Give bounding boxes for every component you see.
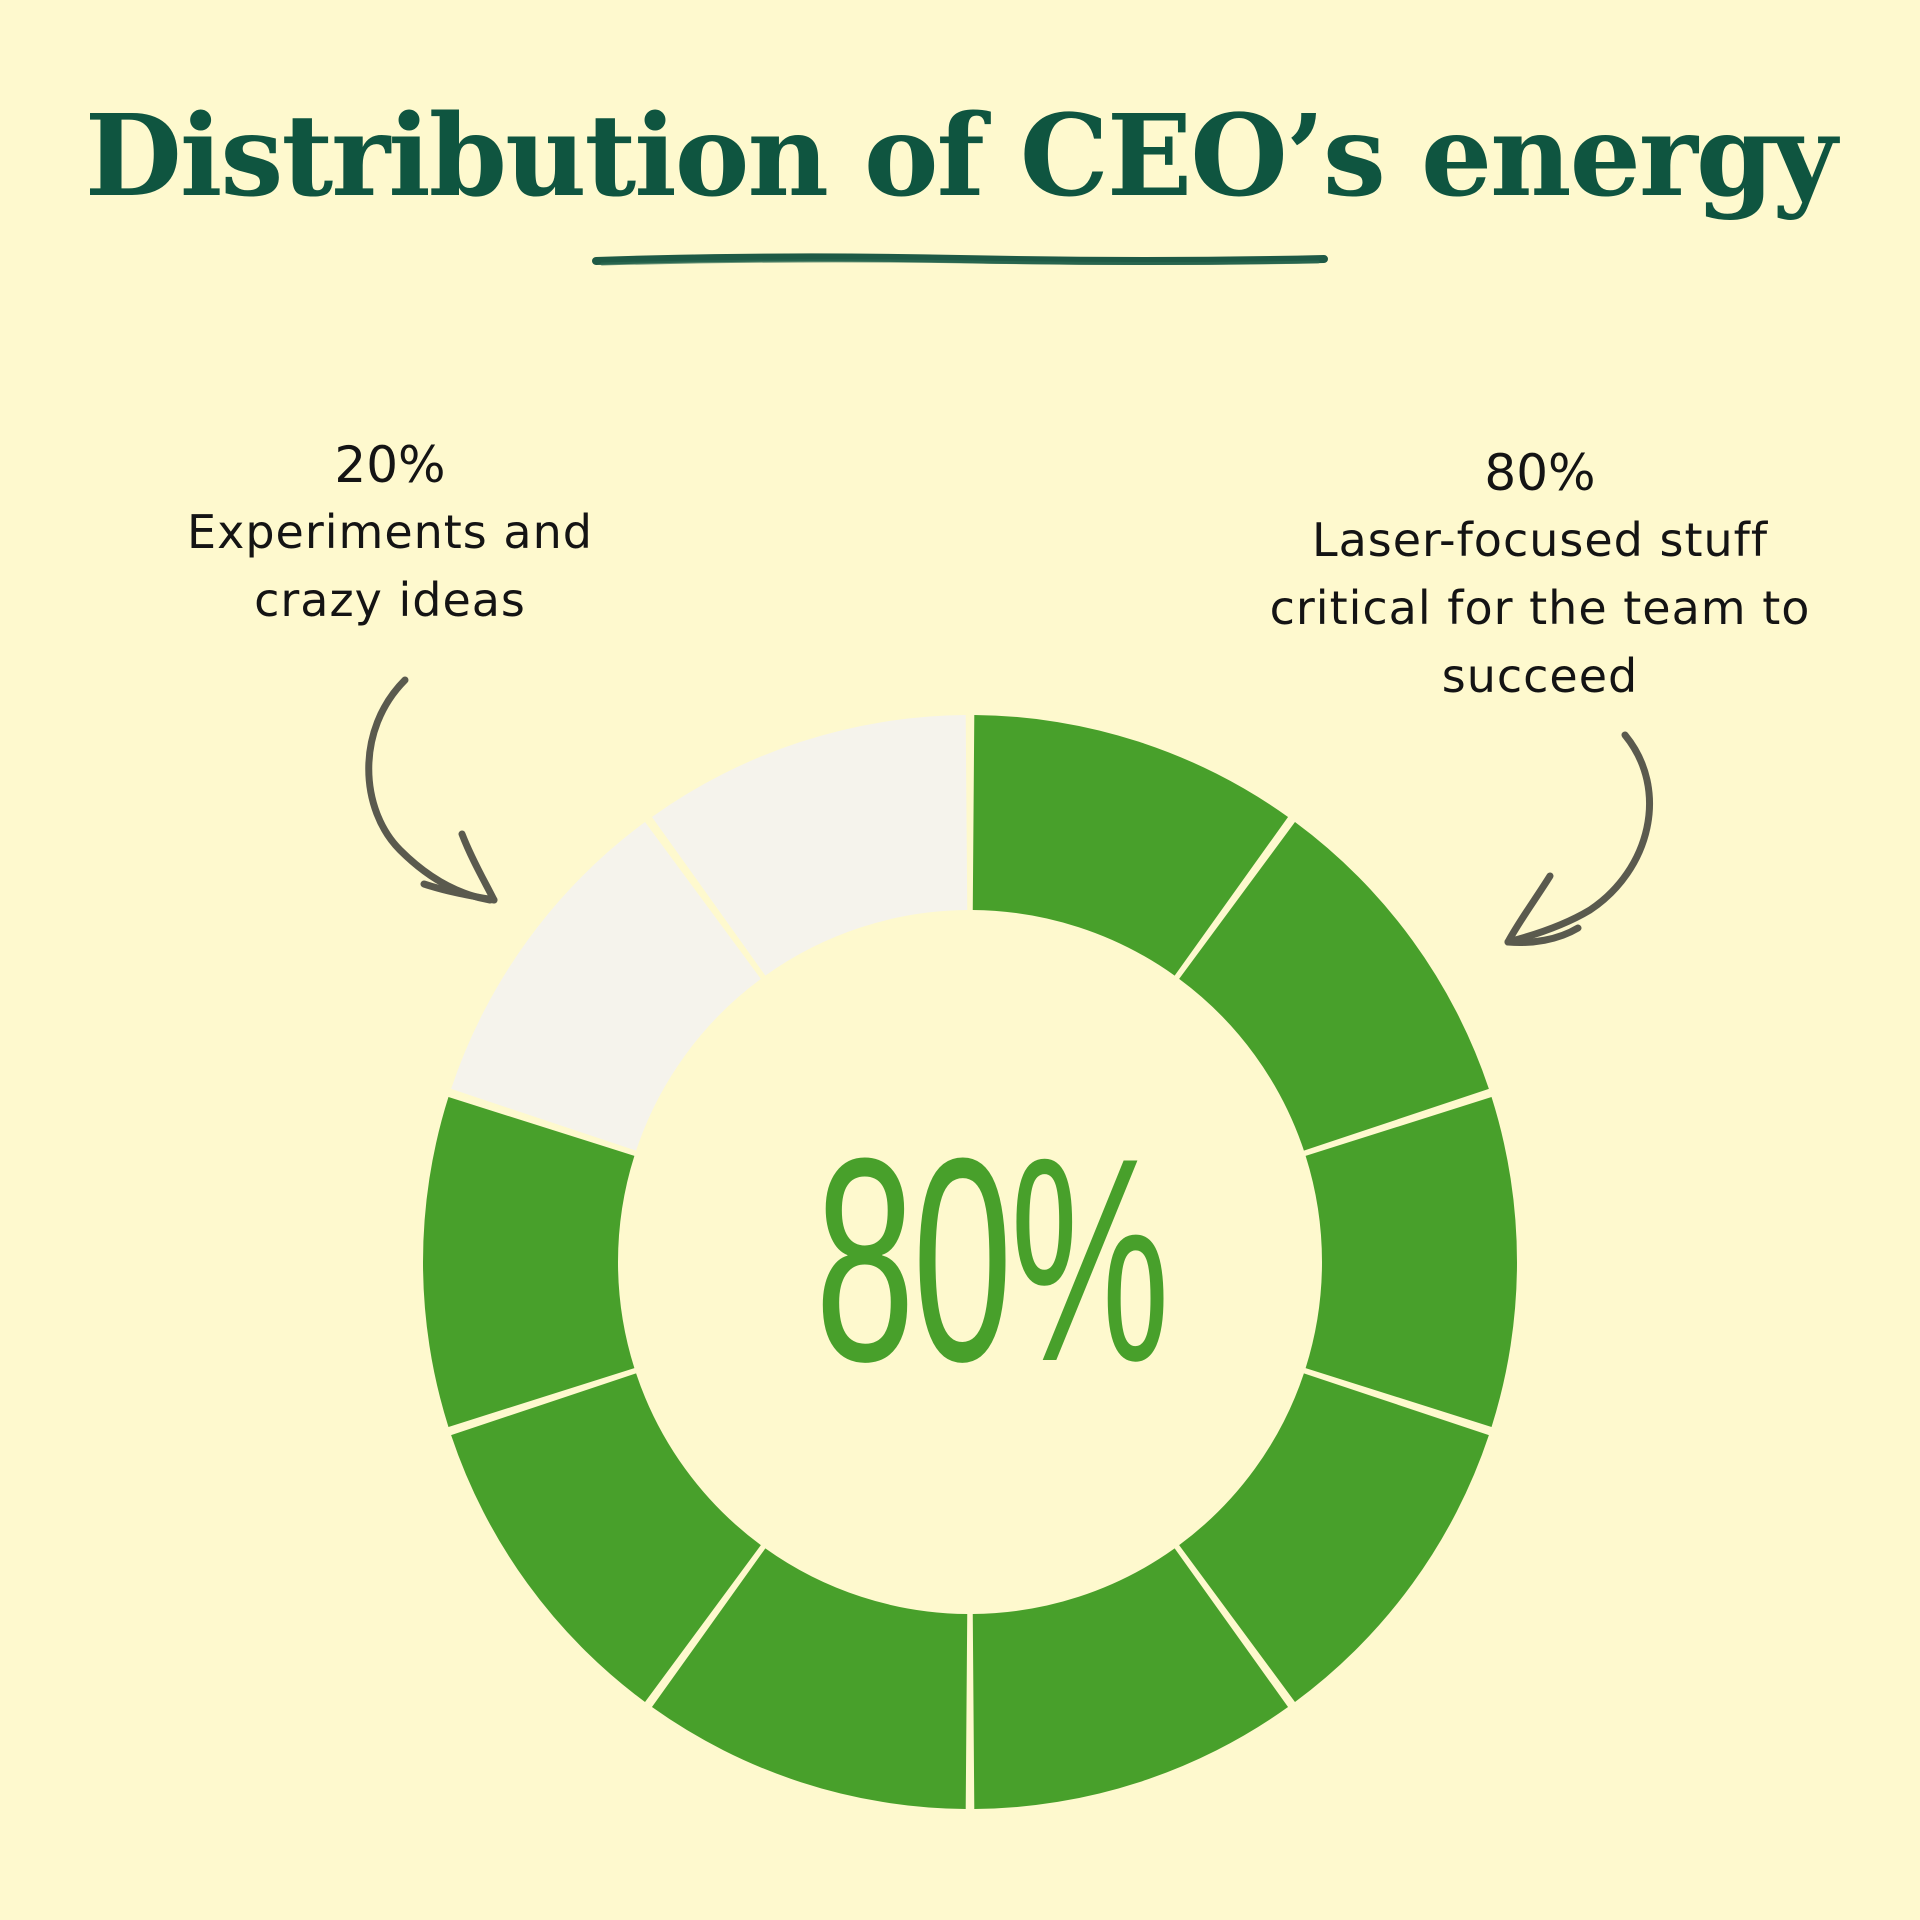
donut-segment-empty bbox=[451, 822, 761, 1151]
annotation-left-line1: Experiments and bbox=[187, 505, 593, 559]
donut-segment-filled bbox=[1179, 1373, 1489, 1702]
donut-segment-filled bbox=[972, 1548, 1289, 1809]
annotation-right-line3: succeed bbox=[1441, 649, 1639, 703]
donut-segment-empty bbox=[651, 715, 968, 976]
chart-title: Distribution of CEO’s energy bbox=[84, 91, 1838, 222]
donut-segment-filled bbox=[1179, 822, 1489, 1151]
donut-segment-filled bbox=[451, 1373, 761, 1702]
annotation-experiments: 20% Experiments and crazy ideas bbox=[140, 432, 640, 634]
donut-segment-filled bbox=[651, 1548, 968, 1809]
annotation-laser-focused: 80% Laser-focused stuff critical for the… bbox=[1200, 440, 1880, 710]
donut-segment-filled bbox=[1305, 1097, 1517, 1427]
annotation-right-line1: Laser-focused stuff bbox=[1311, 513, 1769, 567]
annotation-right-percent: 80% bbox=[1484, 444, 1596, 502]
donut-segment-filled bbox=[423, 1097, 635, 1427]
center-percent-label: 80% bbox=[815, 1098, 1170, 1422]
annotation-left-line2: crazy ideas bbox=[254, 573, 526, 627]
annotation-left-percent: 20% bbox=[334, 436, 446, 494]
annotation-right-line2: critical for the team to bbox=[1269, 581, 1811, 635]
donut-segment-filled bbox=[972, 715, 1289, 976]
title-underline bbox=[592, 253, 1328, 266]
